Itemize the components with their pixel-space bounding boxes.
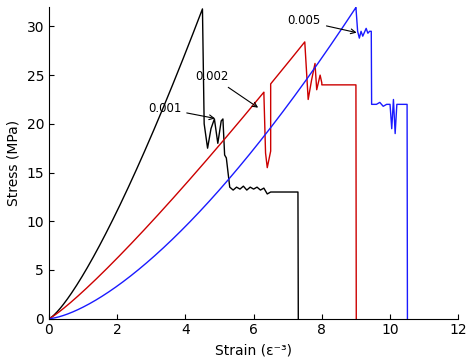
Text: 0.001: 0.001 (148, 102, 214, 120)
Text: 0.005: 0.005 (288, 15, 356, 33)
Y-axis label: Stress (MPa): Stress (MPa) (7, 120, 21, 206)
Text: 0.002: 0.002 (196, 70, 257, 107)
X-axis label: Strain (ε⁻³): Strain (ε⁻³) (215, 343, 292, 357)
